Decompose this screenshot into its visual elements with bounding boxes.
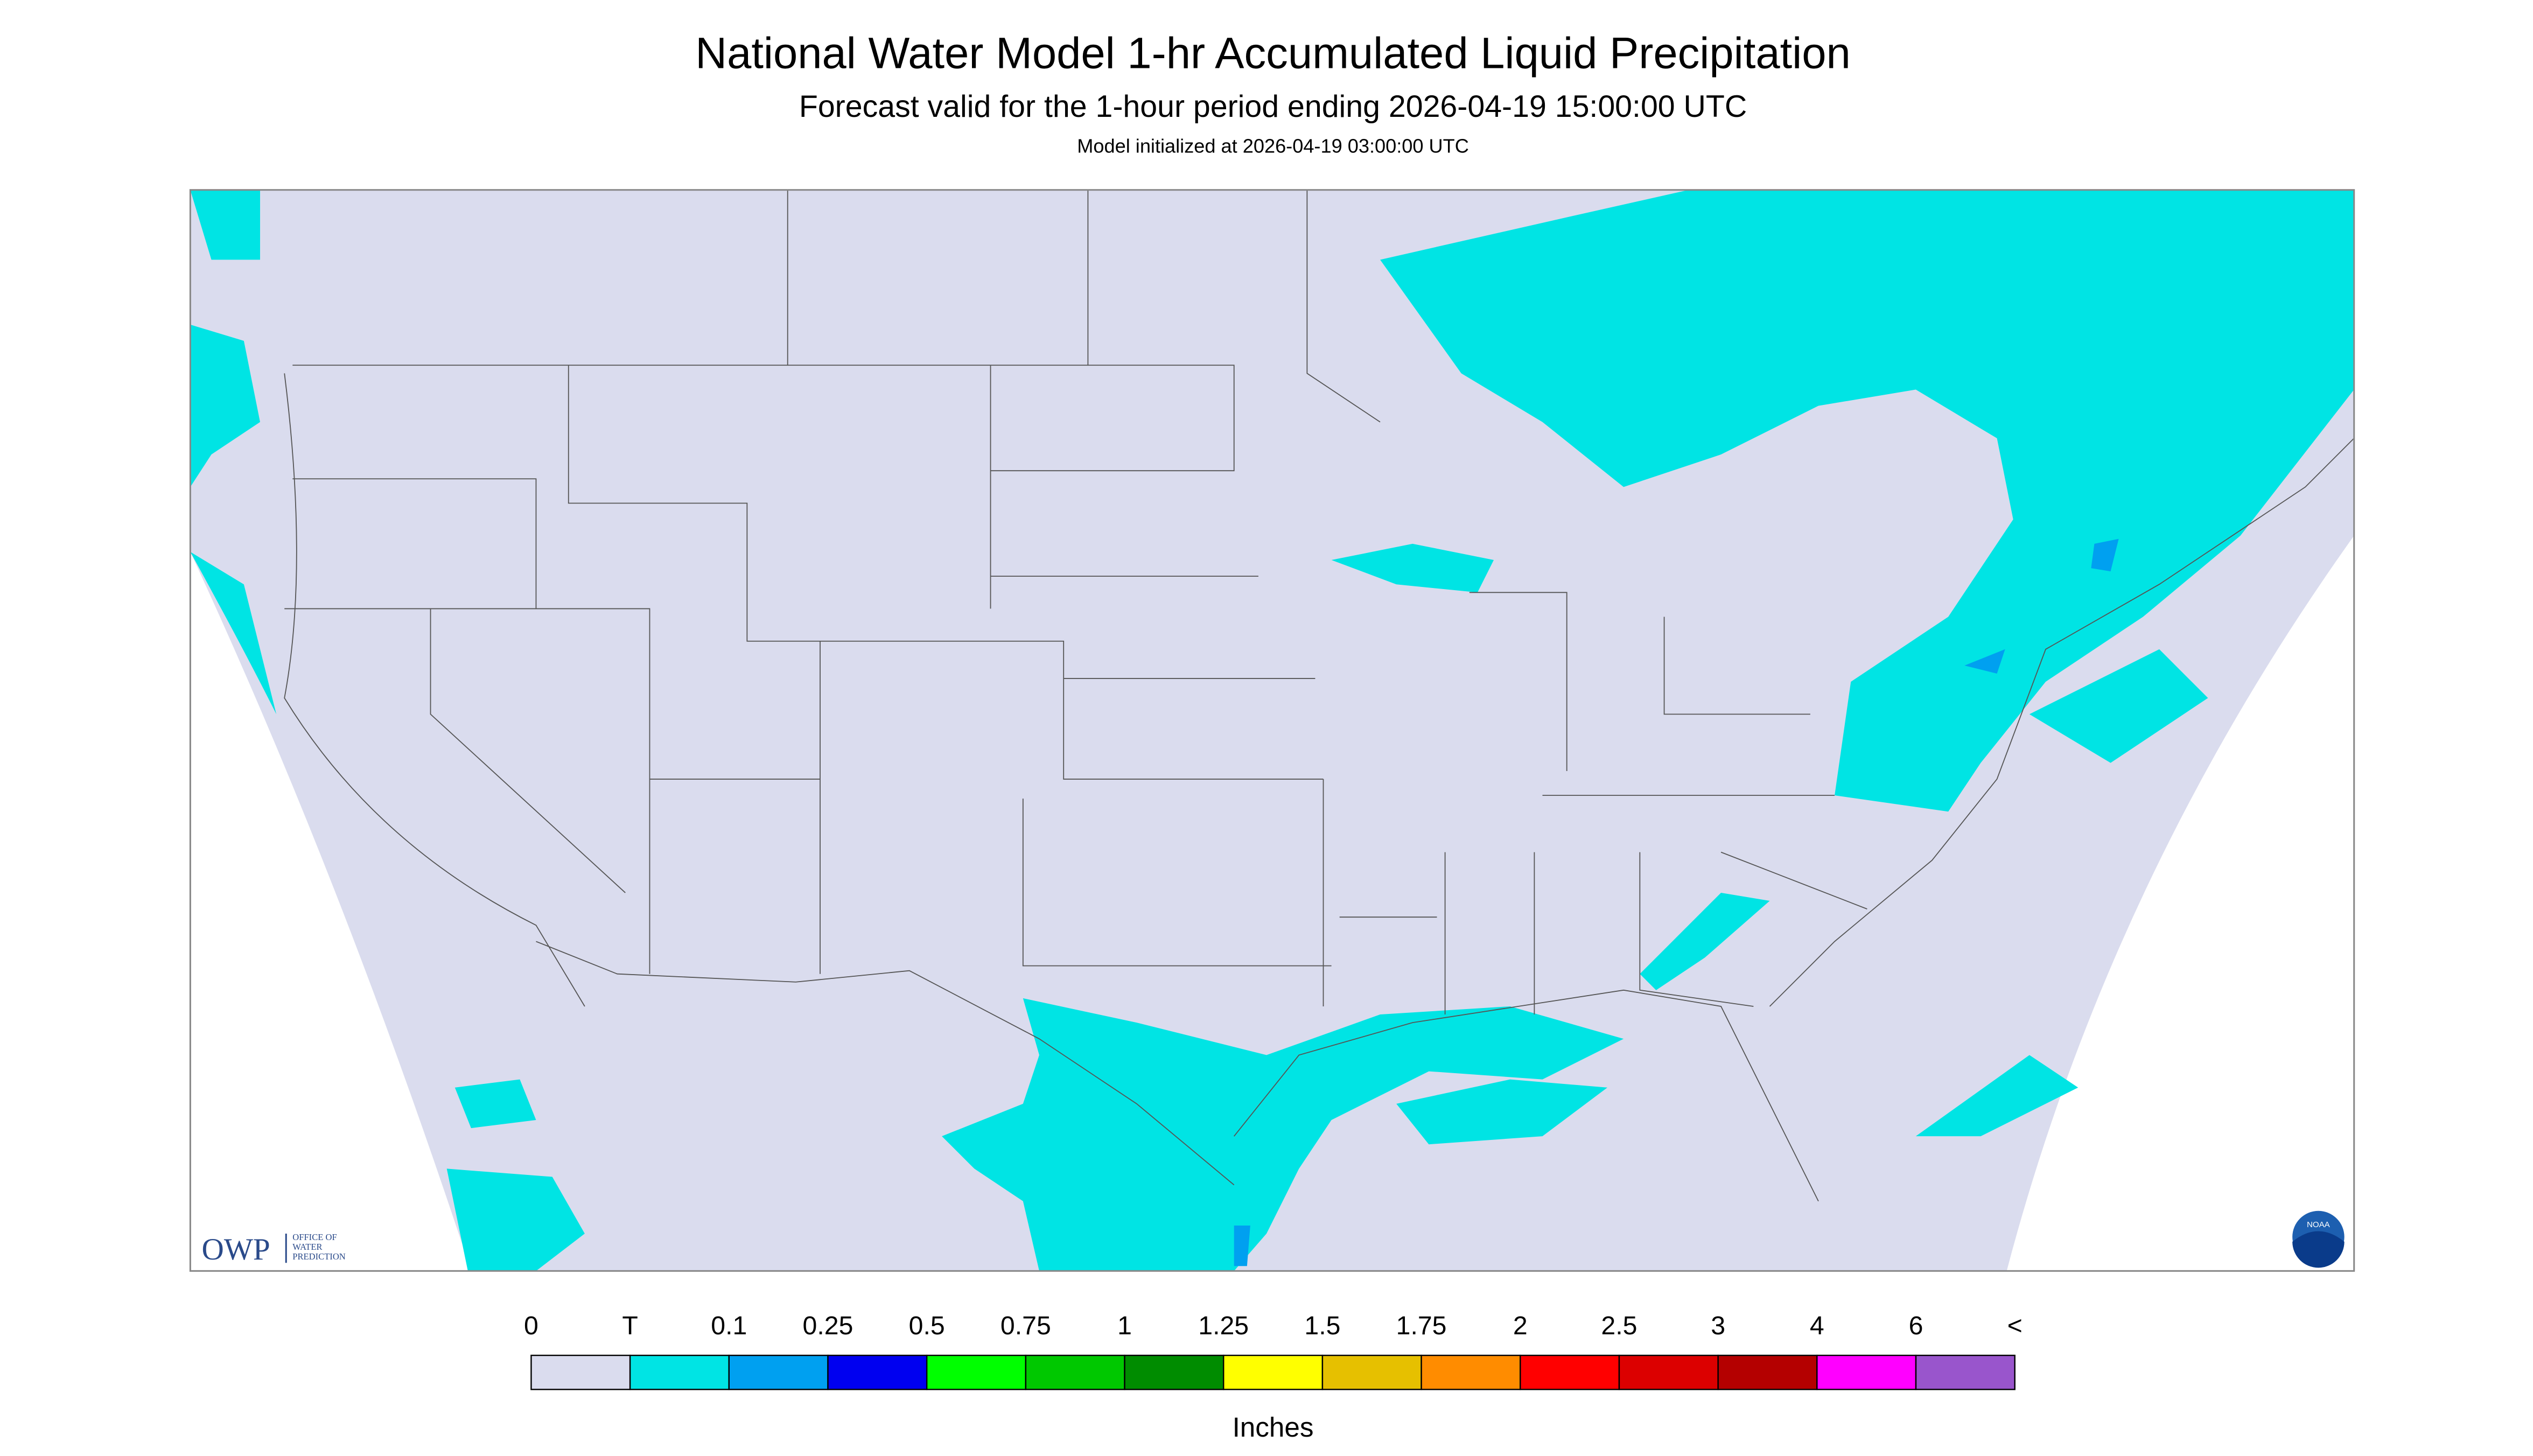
precip-areas xyxy=(190,190,2354,1271)
colorbar-swatch xyxy=(1223,1354,1324,1390)
colorbar-swatch xyxy=(530,1354,631,1390)
colorbar-label: 1 xyxy=(1117,1311,1132,1340)
colorbar-label: 6 xyxy=(1909,1311,1923,1340)
colorbar-swatch xyxy=(1618,1354,1719,1390)
owp-logo-line: PREDICTION xyxy=(292,1251,345,1262)
colorbar-swatch xyxy=(629,1354,730,1390)
colorbar-swatch xyxy=(1520,1354,1620,1390)
model-domain xyxy=(190,190,2354,1271)
colorbar-label: 1.25 xyxy=(1198,1311,1249,1340)
noaa-logo: NOAA xyxy=(2292,1210,2345,1268)
colorbar-label: 4 xyxy=(1810,1311,1824,1340)
state-boundaries xyxy=(284,190,2355,1202)
map xyxy=(189,189,2355,1272)
colorbar-swatch xyxy=(1421,1354,1521,1390)
colorbar-units: Inches xyxy=(1233,1412,1314,1443)
colorbar-swatch xyxy=(1915,1354,2016,1390)
colorbar-label: 0.1 xyxy=(711,1311,747,1340)
init-time: Model initialized at 2026-04-19 03:00:00… xyxy=(1077,135,1469,157)
colorbar-label: T xyxy=(622,1311,638,1340)
colorbar-swatch xyxy=(1124,1354,1224,1390)
colorbar-label: 3 xyxy=(1711,1311,1725,1340)
colorbar-label: < xyxy=(2007,1311,2023,1340)
colorbar-swatch xyxy=(827,1354,928,1390)
colorbar-label: 0.75 xyxy=(1000,1311,1051,1340)
precip-moderate xyxy=(1234,538,2119,1266)
colorbar: 0 T 0.1 0.25 0.5 0.75 1 1.25 1.5 1.75 2 2.5 3 4 6 < xyxy=(524,1311,2023,1390)
colorbar-swatch xyxy=(926,1354,1027,1390)
owp-logo: OWP OFFICE OF WATER PREDICTION xyxy=(201,1232,345,1266)
subtitle: Forecast valid for the 1-hour period end… xyxy=(799,89,1747,124)
map-frame xyxy=(189,189,2355,1272)
colorbar-swatch xyxy=(1816,1354,1917,1390)
owp-logo-line: OFFICE OF xyxy=(292,1232,337,1242)
colorbar-label: 0.5 xyxy=(909,1311,945,1340)
colorbar-swatch xyxy=(728,1354,829,1390)
colorbar-swatch xyxy=(1025,1354,1125,1390)
colorbar-swatch xyxy=(1321,1354,1422,1390)
owp-logo-text: OWP xyxy=(201,1233,270,1266)
noaa-wave xyxy=(2292,1231,2345,1268)
owp-logo-line: WATER xyxy=(292,1242,323,1252)
colorbar-label: 0 xyxy=(524,1311,538,1340)
colorbar-label: 2.5 xyxy=(1601,1311,1637,1340)
colorbar-swatch xyxy=(1717,1354,1818,1390)
colorbar-label: 1.5 xyxy=(1304,1311,1340,1340)
colorbar-label: 2 xyxy=(1513,1311,1528,1340)
title: National Water Model 1-hr Accumulated Li… xyxy=(695,29,1850,78)
noaa-text: NOAA xyxy=(2307,1220,2331,1229)
colorbar-label: 0.25 xyxy=(803,1311,853,1340)
colorbar-label: 1.75 xyxy=(1396,1311,1447,1340)
